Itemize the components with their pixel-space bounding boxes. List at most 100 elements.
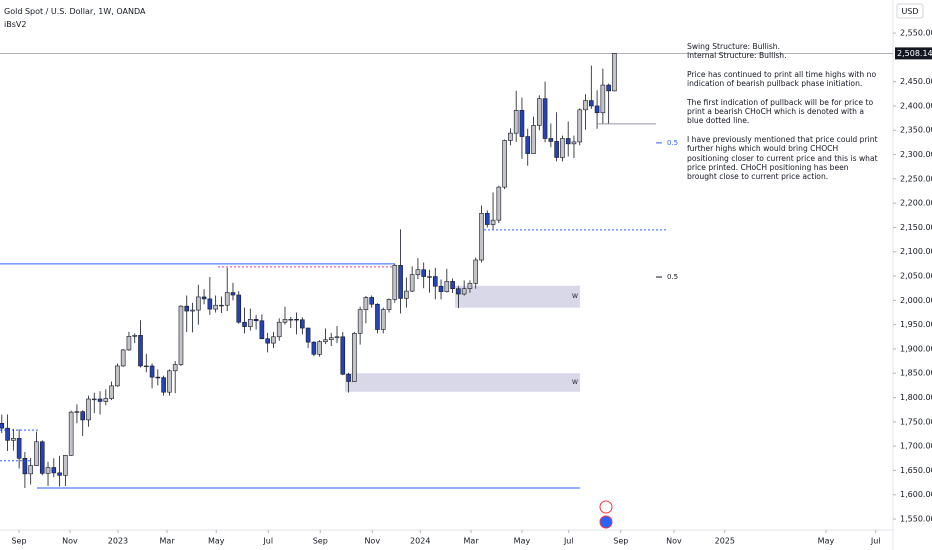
- last-price-label: 2,508.140: [897, 49, 932, 58]
- candle-body: [213, 304, 218, 310]
- zone-label: W: [572, 379, 578, 386]
- candle-body: [282, 319, 288, 323]
- candle-body: [554, 141, 559, 158]
- candle-body: [236, 294, 242, 323]
- candle-body: [271, 336, 276, 344]
- candle-body: [560, 138, 565, 158]
- currency-box[interactable]: [896, 3, 924, 19]
- note-line: print a bearish CHoCH which is denoted w…: [687, 107, 864, 117]
- x-tick-label: Sep: [313, 537, 328, 546]
- candle-body: [132, 335, 138, 337]
- fib-label: 0.5: [667, 139, 678, 147]
- x-tick-label: May: [208, 537, 225, 546]
- x-tick-label: Nov: [666, 537, 682, 546]
- event-icon[interactable]: [599, 500, 613, 514]
- candle-body: [386, 299, 392, 310]
- x-tick-label: Sep: [613, 537, 628, 546]
- candle-body: [467, 283, 473, 289]
- candle-body: [276, 321, 282, 338]
- y-tick-label: 1,900.000: [900, 344, 932, 353]
- candle-body: [473, 259, 479, 284]
- candle-body: [22, 457, 28, 475]
- zone: [345, 373, 580, 392]
- y-tick-label: 2,250.000: [900, 174, 932, 183]
- candle-body: [172, 364, 178, 372]
- candle-body: [248, 319, 253, 327]
- zone-label: W: [572, 293, 578, 300]
- y-tick-label: 1,550.000: [900, 515, 932, 524]
- y-tick-label: 1,600.000: [900, 490, 932, 499]
- x-tick-label: May: [818, 537, 835, 546]
- candle-body: [404, 290, 409, 299]
- candle-body: [224, 292, 230, 306]
- candle-body: [392, 265, 398, 300]
- note-line: brought close to current price action.: [687, 172, 829, 182]
- candle-body: [230, 292, 236, 296]
- candle-body: [340, 336, 346, 375]
- candle-body: [594, 105, 600, 114]
- note-line: positioning closer to current price and …: [687, 153, 878, 163]
- candle-body: [86, 398, 91, 421]
- candle-body: [508, 132, 513, 141]
- candle-body: [409, 274, 415, 292]
- candle-body: [450, 281, 455, 289]
- y-tick-label: 2,550.000: [900, 29, 932, 38]
- candle-body: [589, 100, 594, 107]
- candle-body: [484, 213, 490, 225]
- candle-body: [57, 472, 62, 476]
- candle-body: [415, 269, 421, 275]
- candle-body: [16, 438, 22, 459]
- candle-body: [115, 365, 120, 387]
- x-tick-label: Jul: [262, 537, 273, 546]
- y-tick-label: 1,850.000: [900, 369, 932, 378]
- candle-body: [120, 349, 126, 367]
- candle-body: [126, 336, 132, 351]
- candle-body: [34, 441, 39, 466]
- y-tick-label: 1,700.000: [900, 442, 932, 451]
- candle-body: [398, 265, 403, 299]
- annotation-text: Swing Structure: Bullish. Internal Struct…: [687, 42, 887, 191]
- symbol-title: Gold Spot / U.S. Dollar, 1W, OANDA: [4, 7, 146, 16]
- note-paragraph: I have previously mentioned that price c…: [687, 135, 887, 182]
- candle-body: [536, 98, 542, 126]
- header: Gold Spot / U.S. Dollar, 1W, OANDA iBsV2: [4, 5, 145, 31]
- candle-body: [438, 285, 444, 292]
- y-tick-label: 2,050.000: [900, 272, 932, 281]
- event-icon[interactable]: [599, 515, 613, 529]
- note-line: Internal Structure: Bullish.: [687, 51, 787, 61]
- candle-body: [259, 320, 265, 340]
- candle-body: [178, 305, 184, 365]
- candle-body: [97, 398, 103, 402]
- x-tick-label: May: [514, 537, 531, 546]
- candle-body: [305, 327, 311, 343]
- candle-body: [288, 319, 294, 321]
- note-line: I have previously mentioned that price c…: [687, 134, 878, 144]
- x-tick-label: Sep: [11, 537, 26, 546]
- note-paragraph: Price has continued to print all time hi…: [687, 70, 887, 89]
- candle-body: [74, 411, 80, 413]
- candle-body: [461, 288, 467, 295]
- candle-body: [606, 84, 611, 92]
- note-paragraph: Swing Structure: Bullish. Internal Struct…: [687, 42, 887, 61]
- note-line: indication of bearish pullback phase ini…: [687, 79, 863, 89]
- candle-body: [143, 365, 149, 368]
- candle-body: [51, 467, 57, 474]
- candle-body: [565, 138, 571, 145]
- candle-body: [161, 377, 166, 393]
- x-tick-label: Nov: [364, 537, 380, 546]
- candle-body: [502, 140, 507, 188]
- y-tick-label: 1,800.000: [900, 393, 932, 402]
- candle-body: [548, 138, 554, 142]
- candle-body: [346, 373, 351, 382]
- note-line: blue dotted line.: [687, 116, 750, 126]
- candle-body: [253, 319, 259, 322]
- candle-body: [155, 376, 161, 379]
- note-paragraph: The first indication of pullback will be…: [687, 98, 887, 126]
- x-tick-label: Mar: [160, 537, 176, 546]
- candle-body: [68, 411, 74, 456]
- candle-body: [167, 370, 172, 393]
- candle-body: [45, 467, 51, 474]
- candle-body: [11, 438, 16, 441]
- candle-body: [328, 337, 334, 341]
